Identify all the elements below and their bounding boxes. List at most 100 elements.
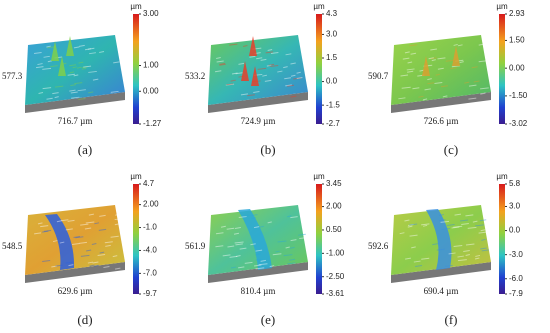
surface-texture <box>51 265 58 268</box>
bottom-dimension: 810.4 µm <box>241 286 276 296</box>
colorbar-tick-label: 2.00 <box>143 200 159 209</box>
surface-texture <box>453 43 458 46</box>
surface-texture <box>73 46 80 49</box>
side-dimension: 592.6 <box>368 241 389 251</box>
colorbar-tick-label: 0.0 <box>509 226 521 235</box>
surface-texture <box>50 65 58 68</box>
surface-texture <box>55 264 63 267</box>
surface-texture <box>457 44 463 47</box>
surface-texture <box>242 45 248 47</box>
surface <box>25 35 125 105</box>
surface-texture <box>235 72 243 75</box>
surface-texture <box>481 238 486 241</box>
surface-texture <box>409 223 418 226</box>
colorbar-tick-label: 0.00 <box>509 63 525 72</box>
side-dimension: 577.3 <box>2 71 23 81</box>
surface-texture <box>444 264 453 267</box>
surface-texture <box>457 255 464 258</box>
surface-texture <box>287 84 295 87</box>
surface-texture <box>407 225 413 228</box>
surface-texture <box>465 214 474 217</box>
surface-side <box>391 92 491 113</box>
surface-texture <box>478 43 485 46</box>
panel-label: (e) <box>261 312 275 327</box>
surface-texture <box>404 51 410 54</box>
surface-side <box>208 92 308 113</box>
surface-texture <box>42 67 52 70</box>
surface-texture <box>427 78 432 81</box>
panel-label: (c) <box>444 142 458 157</box>
surface-texture <box>431 59 436 62</box>
colorbar-tick-label: 4.3 <box>326 9 338 18</box>
surface-texture <box>72 242 80 245</box>
panel: 592.6 690.4 µm µm5.8 3.0 0.0 -3.0 -6.0 -7.9 (f) <box>368 172 523 327</box>
surface-texture <box>290 95 297 98</box>
surface-peak <box>51 41 59 61</box>
surface-texture <box>220 225 226 228</box>
surface-texture <box>421 223 430 226</box>
colorbar-tick-label: 0.0 <box>326 77 338 86</box>
surface-texture <box>475 254 481 257</box>
surface-texture <box>255 267 265 270</box>
surface-peak <box>452 46 460 66</box>
colorbar-unit: µm <box>496 2 508 11</box>
colorbar-tick-label: -2.7 <box>326 119 340 128</box>
colorbar-tick-label: -9.7 <box>143 289 157 298</box>
surface-texture <box>238 216 247 219</box>
surface-texture <box>114 223 120 226</box>
colorbar-tick-label: 2.00 <box>326 202 342 211</box>
surface-texture <box>34 51 42 54</box>
surface-texture <box>94 264 99 267</box>
surface-texture <box>440 85 448 88</box>
surface-texture <box>83 65 92 68</box>
surface-texture <box>231 72 238 75</box>
colorbar <box>133 14 139 124</box>
surface-texture <box>404 219 410 222</box>
surface-texture <box>255 253 261 256</box>
colorbar-tick-label: 2.93 <box>509 9 525 18</box>
colorbar-unit: µm <box>313 172 325 181</box>
surface-texture <box>115 213 120 216</box>
surface-texture <box>52 240 58 243</box>
surface-texture <box>89 264 95 267</box>
surface-texture <box>272 253 282 256</box>
surface-texture <box>407 70 414 73</box>
surface-texture <box>437 67 444 70</box>
surface-texture <box>471 66 478 69</box>
surface-texture <box>465 243 475 246</box>
surface-texture <box>65 261 74 264</box>
surface-texture <box>441 227 450 230</box>
surface-texture <box>289 246 295 249</box>
surface-texture <box>258 263 268 266</box>
surface-texture <box>267 221 272 224</box>
surface-texture <box>73 236 80 239</box>
surface-texture <box>427 82 435 85</box>
colorbar-tick-label: -7.9 <box>509 289 523 298</box>
surface-texture <box>411 246 416 249</box>
surface-texture <box>435 73 440 76</box>
surface-texture <box>473 80 480 83</box>
side-dimension: 590.7 <box>368 71 389 81</box>
surface-texture <box>229 255 238 258</box>
surface-texture <box>73 74 79 77</box>
surface-texture <box>88 91 94 94</box>
colorbar-tick-label: -3.61 <box>326 289 345 298</box>
surface-texture <box>65 228 73 231</box>
surface-texture <box>298 233 306 236</box>
surface-texture <box>81 67 87 70</box>
colorbar-tick-label: 0.00 <box>143 86 159 95</box>
surface-texture <box>478 60 488 63</box>
surface-texture <box>60 219 69 222</box>
surface-texture <box>407 61 413 64</box>
surface-texture <box>251 217 257 220</box>
surface-texture <box>67 219 75 222</box>
surface-texture <box>299 236 309 239</box>
surface-texture <box>285 53 292 56</box>
bottom-dimension: 629.6 µm <box>58 286 93 296</box>
surface-texture <box>460 219 469 222</box>
colorbar-tick-label: -7.0 <box>143 268 157 277</box>
surface-texture <box>54 85 64 88</box>
surface-texture <box>250 243 256 246</box>
surface-texture <box>80 223 89 226</box>
surface-peak <box>241 61 249 81</box>
